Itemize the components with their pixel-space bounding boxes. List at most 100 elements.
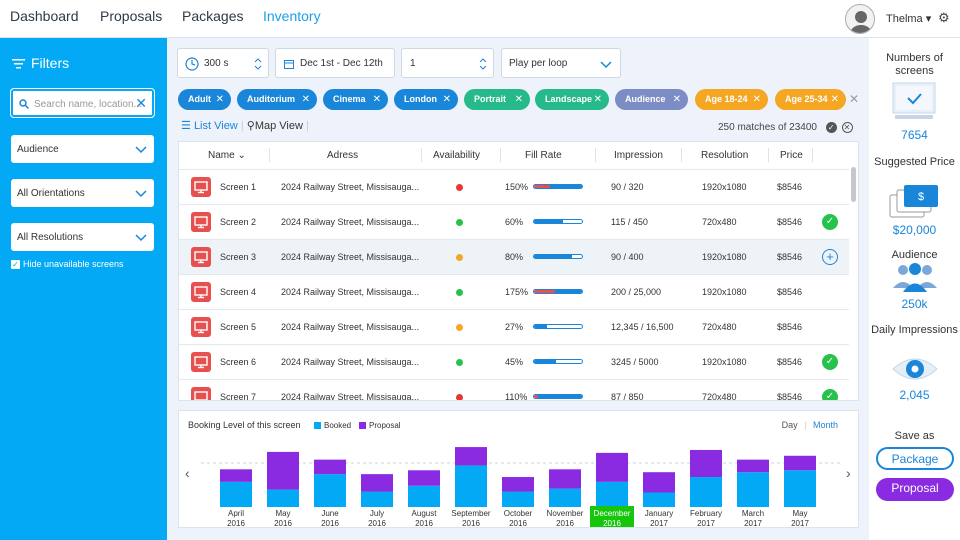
avatar[interactable] bbox=[845, 4, 875, 34]
bar-booked[interactable] bbox=[643, 492, 675, 508]
nav-proposals[interactable]: Proposals bbox=[100, 8, 163, 24]
clear-search-icon[interactable]: ✕ bbox=[135, 95, 147, 111]
tag-chip[interactable]: Age 18-24 ✕ bbox=[695, 89, 768, 110]
column-header-impression[interactable]: Impression bbox=[614, 150, 663, 161]
select-all-check-icon[interactable]: ✓ bbox=[825, 122, 837, 133]
x-tick-label[interactable]: 2016 bbox=[603, 519, 621, 528]
tag-chip[interactable]: Auditorium ✕ bbox=[237, 89, 317, 110]
selected-check-icon[interactable]: ✓ bbox=[822, 214, 838, 230]
x-tick-label[interactable]: July bbox=[370, 509, 384, 518]
remove-tag-icon[interactable]: ✕ bbox=[752, 94, 761, 105]
screen-name[interactable]: Screen 3 bbox=[220, 252, 257, 262]
x-tick-label[interactable]: 2016 bbox=[368, 519, 386, 528]
bar-proposal[interactable] bbox=[455, 447, 487, 466]
bar-proposal[interactable] bbox=[549, 469, 581, 489]
bar-booked[interactable] bbox=[408, 485, 440, 507]
table-row[interactable]: Screen 6 2024 Railway Street, Missisauga.… bbox=[179, 344, 849, 379]
tag-chip[interactable]: London ✕ bbox=[394, 89, 458, 110]
table-row[interactable]: Screen 4 2024 Railway Street, Missisauga.… bbox=[179, 274, 849, 309]
tag-chip[interactable]: Age 25-34 ✕ bbox=[775, 89, 846, 110]
bar-booked[interactable] bbox=[455, 465, 487, 507]
tag-chip[interactable]: Audience ✕ bbox=[615, 89, 688, 110]
bar-proposal[interactable] bbox=[596, 452, 628, 482]
x-tick-label[interactable]: 2017 bbox=[791, 519, 809, 528]
hide-unavailable-checkbox[interactable]: ✓ Hide unavailable screens bbox=[11, 259, 124, 270]
x-tick-label[interactable]: 2016 bbox=[556, 519, 574, 528]
map-view-tab[interactable]: ⚲Map View bbox=[247, 120, 303, 132]
screen-name[interactable]: Screen 7 bbox=[220, 392, 257, 401]
x-tick-label[interactable]: 2016 bbox=[462, 519, 480, 528]
audience-select[interactable]: Audience bbox=[11, 135, 154, 163]
screen-name[interactable]: Screen 6 bbox=[220, 357, 257, 367]
deselect-all-icon[interactable]: ✕ bbox=[841, 122, 853, 133]
bar-booked[interactable] bbox=[596, 481, 628, 507]
bar-booked[interactable] bbox=[690, 477, 722, 507]
x-tick-label[interactable]: 2016 bbox=[274, 519, 292, 528]
nav-dashboard[interactable]: Dashboard bbox=[10, 8, 79, 24]
table-row[interactable]: Screen 3 2024 Railway Street, Missisauga.… bbox=[179, 239, 849, 274]
x-tick-label[interactable]: 2017 bbox=[697, 519, 715, 528]
x-tick-label[interactable]: 2016 bbox=[321, 519, 339, 528]
orientations-select[interactable]: All Orientations bbox=[11, 179, 154, 207]
bar-proposal[interactable] bbox=[314, 459, 346, 475]
bar-proposal[interactable] bbox=[220, 469, 252, 482]
bar-proposal[interactable] bbox=[643, 472, 675, 493]
x-tick-label[interactable]: April bbox=[228, 509, 244, 518]
tag-chip[interactable]: Portrait ✕ bbox=[464, 89, 530, 110]
nav-inventory[interactable]: Inventory bbox=[263, 8, 321, 24]
x-tick-label[interactable]: December bbox=[594, 509, 631, 518]
column-header-name[interactable]: Name ⌄ bbox=[208, 150, 246, 161]
add-screen-icon[interactable]: + bbox=[822, 249, 838, 265]
quantity-stepper[interactable]: 1 bbox=[401, 48, 494, 78]
play-mode-select[interactable]: Play per loop bbox=[501, 48, 621, 78]
remove-tag-icon[interactable]: ✕ bbox=[215, 94, 224, 105]
bar-booked[interactable] bbox=[220, 481, 252, 507]
save-package-button[interactable]: Package bbox=[876, 447, 954, 470]
bar-proposal[interactable] bbox=[408, 470, 440, 486]
table-row[interactable]: Screen 2 2024 Railway Street, Missisauga.… bbox=[179, 204, 849, 239]
x-tick-label[interactable]: October bbox=[504, 509, 533, 518]
settings-gear-icon[interactable]: ⚙ bbox=[938, 10, 950, 25]
x-tick-label[interactable]: June bbox=[321, 509, 339, 518]
clear-all-tags-icon[interactable]: ✕ bbox=[849, 92, 860, 106]
remove-tag-icon[interactable]: ✕ bbox=[372, 94, 381, 105]
column-header-availability[interactable]: Availability bbox=[433, 150, 481, 161]
bar-proposal[interactable] bbox=[690, 449, 722, 478]
user-menu[interactable]: Thelma ▾ bbox=[886, 13, 932, 25]
table-scrollbar[interactable] bbox=[851, 167, 856, 202]
x-tick-label[interactable]: 2017 bbox=[650, 519, 668, 528]
bar-booked[interactable] bbox=[267, 489, 299, 507]
x-tick-label[interactable]: 2016 bbox=[227, 519, 245, 528]
x-tick-label[interactable]: August bbox=[412, 509, 438, 518]
screen-name[interactable]: Screen 5 bbox=[220, 322, 257, 332]
column-header-resolution[interactable]: Resolution bbox=[701, 150, 749, 161]
bar-proposal[interactable] bbox=[737, 459, 769, 473]
table-row[interactable]: Screen 7 2024 Railway Street, Missisauga.… bbox=[179, 379, 849, 401]
remove-tag-icon[interactable]: ✕ bbox=[672, 94, 681, 105]
list-view-tab[interactable]: ☰ List View bbox=[181, 120, 238, 132]
bar-proposal[interactable] bbox=[361, 474, 393, 492]
duration-stepper[interactable]: 300 s bbox=[177, 48, 269, 78]
day-toggle[interactable]: Day bbox=[781, 420, 798, 430]
x-tick-label[interactable]: September bbox=[451, 509, 490, 518]
x-tick-label[interactable]: May bbox=[275, 509, 290, 518]
table-row[interactable]: Screen 1 2024 Railway Street, Missisauga.… bbox=[179, 169, 849, 204]
chart-prev-arrow-icon[interactable]: ‹ bbox=[185, 465, 190, 481]
x-tick-label[interactable]: November bbox=[547, 509, 584, 518]
stepper-arrows-icon[interactable] bbox=[479, 57, 487, 71]
month-toggle[interactable]: Month bbox=[812, 420, 838, 430]
x-tick-label[interactable]: 2016 bbox=[415, 519, 433, 528]
x-tick-label[interactable]: January bbox=[645, 509, 673, 518]
screen-name[interactable]: Screen 1 bbox=[220, 182, 257, 192]
x-tick-label[interactable]: February bbox=[690, 509, 722, 518]
save-proposal-button[interactable]: Proposal bbox=[876, 478, 954, 501]
remove-tag-icon[interactable]: ✕ bbox=[514, 94, 523, 105]
screen-name[interactable]: Screen 4 bbox=[220, 287, 257, 297]
selected-check-icon[interactable]: ✓ bbox=[822, 389, 838, 400]
x-tick-label[interactable]: 2017 bbox=[744, 519, 762, 528]
bar-booked[interactable] bbox=[361, 491, 393, 507]
table-row[interactable]: Screen 5 2024 Railway Street, Missisauga.… bbox=[179, 309, 849, 344]
remove-tag-icon[interactable]: ✕ bbox=[442, 94, 451, 105]
remove-tag-icon[interactable]: ✕ bbox=[301, 94, 310, 105]
x-tick-label[interactable]: 2016 bbox=[509, 519, 527, 528]
